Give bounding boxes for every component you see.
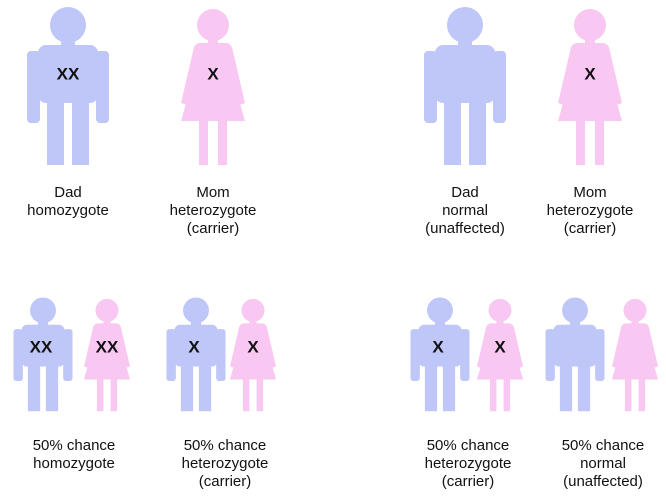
caption-line: (carrier)	[442, 473, 495, 490]
head	[30, 297, 56, 323]
marker: X	[584, 64, 596, 83]
male-figure	[424, 7, 506, 165]
caption-line: Mom	[196, 184, 229, 201]
head	[488, 299, 511, 322]
marker: X	[188, 337, 200, 356]
caption-line: heterozygote	[170, 202, 257, 219]
leg	[425, 364, 437, 411]
marker: XX	[57, 64, 80, 83]
leg	[595, 117, 604, 165]
caption-line: heterozygote	[547, 202, 634, 219]
leg	[560, 364, 572, 411]
leg	[218, 117, 227, 165]
leg	[578, 364, 590, 411]
marker: X	[494, 337, 506, 356]
leg	[443, 364, 455, 411]
leg	[199, 364, 211, 411]
marker: X	[207, 64, 219, 83]
leg	[444, 100, 461, 165]
marker: X	[247, 337, 259, 356]
male-figure	[27, 7, 109, 165]
caption-line: homozygote	[27, 202, 109, 219]
leg	[576, 117, 585, 165]
leg	[243, 377, 249, 412]
caption-line: normal	[442, 202, 488, 219]
caption-line: (unaffected)	[563, 473, 643, 490]
leg	[625, 377, 631, 412]
arm	[460, 329, 469, 381]
caption-line: Mom	[573, 184, 606, 201]
arm	[166, 329, 175, 381]
head	[50, 7, 86, 43]
leg	[504, 377, 510, 412]
caption-line: 50% chance	[427, 437, 510, 454]
arm	[13, 329, 22, 381]
marker: XX	[30, 337, 53, 356]
female-figure	[181, 9, 245, 165]
caption-line: (carrier)	[199, 473, 252, 490]
caption-line: Dad	[451, 184, 479, 201]
caption-line: homozygote	[33, 455, 115, 472]
head	[95, 299, 118, 322]
caption-line: Dad	[54, 184, 82, 201]
caption-line: heterozygote	[425, 455, 512, 472]
caption-line: 50% chance	[184, 437, 267, 454]
inheritance-diagram: XXXDadhomozygoteMomheterozygote(carrier)…	[0, 0, 666, 496]
arm	[96, 51, 109, 123]
caption-line: (carrier)	[187, 220, 240, 237]
head	[562, 297, 588, 323]
arm	[424, 51, 437, 123]
marker: XX	[96, 337, 119, 356]
leg	[257, 377, 263, 412]
male-figure	[545, 297, 604, 411]
leg	[490, 377, 496, 412]
leg	[199, 117, 208, 165]
torso	[435, 45, 495, 103]
head	[574, 9, 606, 41]
head	[447, 7, 483, 43]
leg	[469, 100, 486, 165]
caption-line: (unaffected)	[425, 220, 505, 237]
leg	[72, 100, 89, 165]
caption-line: (carrier)	[564, 220, 617, 237]
arm	[63, 329, 72, 381]
leg	[111, 377, 117, 412]
female-figure	[558, 9, 622, 165]
leg	[46, 364, 58, 411]
head	[241, 299, 264, 322]
leg	[181, 364, 193, 411]
head	[197, 9, 229, 41]
caption-line: 50% chance	[33, 437, 116, 454]
head	[623, 299, 646, 322]
torso	[621, 323, 648, 349]
arm	[27, 51, 40, 123]
arm	[545, 329, 554, 381]
head	[427, 297, 453, 323]
leg	[97, 377, 103, 412]
caption-line: 50% chance	[562, 437, 645, 454]
marker: X	[432, 337, 444, 356]
leg	[639, 377, 645, 412]
torso	[553, 325, 596, 367]
arm	[410, 329, 419, 381]
head	[183, 297, 209, 323]
female-figure	[612, 299, 658, 411]
leg	[47, 100, 64, 165]
arm	[595, 329, 604, 381]
caption-line: heterozygote	[182, 455, 269, 472]
leg	[28, 364, 40, 411]
arm	[216, 329, 225, 381]
arm	[493, 51, 506, 123]
caption-line: normal	[580, 455, 626, 472]
